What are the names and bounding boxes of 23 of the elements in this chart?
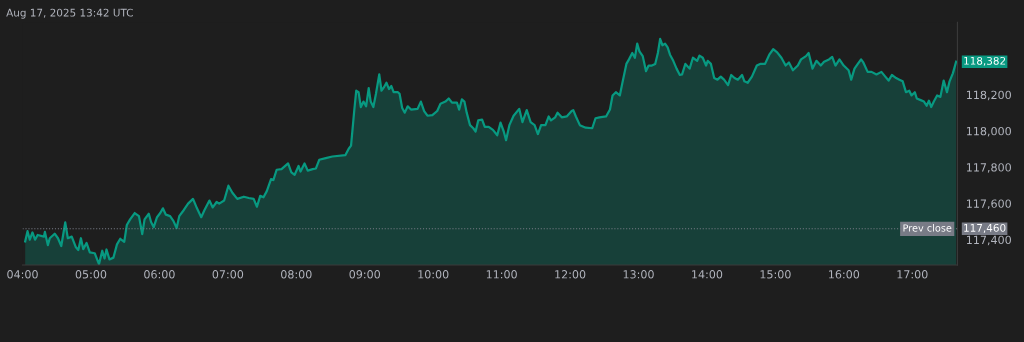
x-tick-label: 10:00 (418, 270, 449, 279)
y-tick-label: 117,800 (966, 163, 1011, 173)
x-tick-label: 04:00 (7, 270, 38, 279)
text: 118,382 (964, 56, 1006, 66)
x-tick-label: 15:00 (760, 270, 791, 279)
x-tick-label: 13:00 (623, 270, 654, 279)
x-tick-label: 06:00 (144, 270, 175, 279)
ref-line-label: Prev close (903, 224, 952, 232)
y-tick-label: 117,600 (966, 199, 1011, 209)
x-tick-label: 11:00 (486, 270, 517, 279)
text: 117,460 (964, 223, 1006, 233)
x-tick-label: 09:00 (349, 270, 381, 279)
x-tick-label: 12:00 (555, 270, 586, 279)
x-tick-label: 16:00 (829, 270, 860, 279)
y-tick-label: 118,200 (966, 90, 1011, 101)
y-tick-label: 118,000 (966, 126, 1011, 137)
chart-title: Aug 17, 2025 13:42 UTC (6, 8, 133, 19)
x-tick-label: 17:00 (897, 270, 928, 279)
x-tick-label: 05:00 (75, 270, 107, 279)
x-tick-label: 07:00 (212, 270, 244, 279)
y-tick-label: 117,400 (966, 235, 1011, 246)
x-tick-label: 14:00 (692, 270, 723, 279)
x-tick-label: 08:00 (281, 270, 312, 279)
